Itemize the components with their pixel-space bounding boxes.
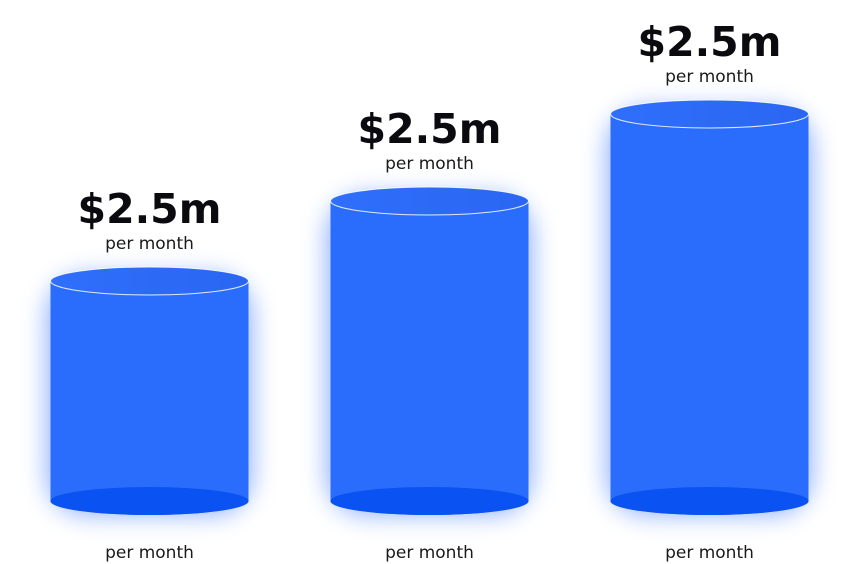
value-sublabel: per month (105, 234, 194, 254)
category-label: per month (105, 543, 194, 563)
bars-layer (50, 99, 809, 516)
category-label: per month (385, 543, 474, 563)
cylinder-body (610, 114, 809, 516)
cylinder-base (50, 487, 249, 515)
cylinder-body (50, 281, 249, 516)
cylinder-top (50, 266, 249, 296)
cylinder-top (330, 186, 529, 216)
cylinder-base (330, 487, 529, 515)
value-label: $2.5m (638, 18, 782, 66)
value-label: $2.5m (358, 105, 502, 153)
value-sublabel: per month (385, 154, 474, 174)
cylinder-base (610, 487, 809, 515)
category-label: per month (665, 543, 754, 563)
cylinder-top (610, 99, 809, 129)
value-sublabel: per month (665, 67, 754, 87)
value-label: $2.5m (78, 185, 222, 233)
cylinder-body (330, 201, 529, 515)
